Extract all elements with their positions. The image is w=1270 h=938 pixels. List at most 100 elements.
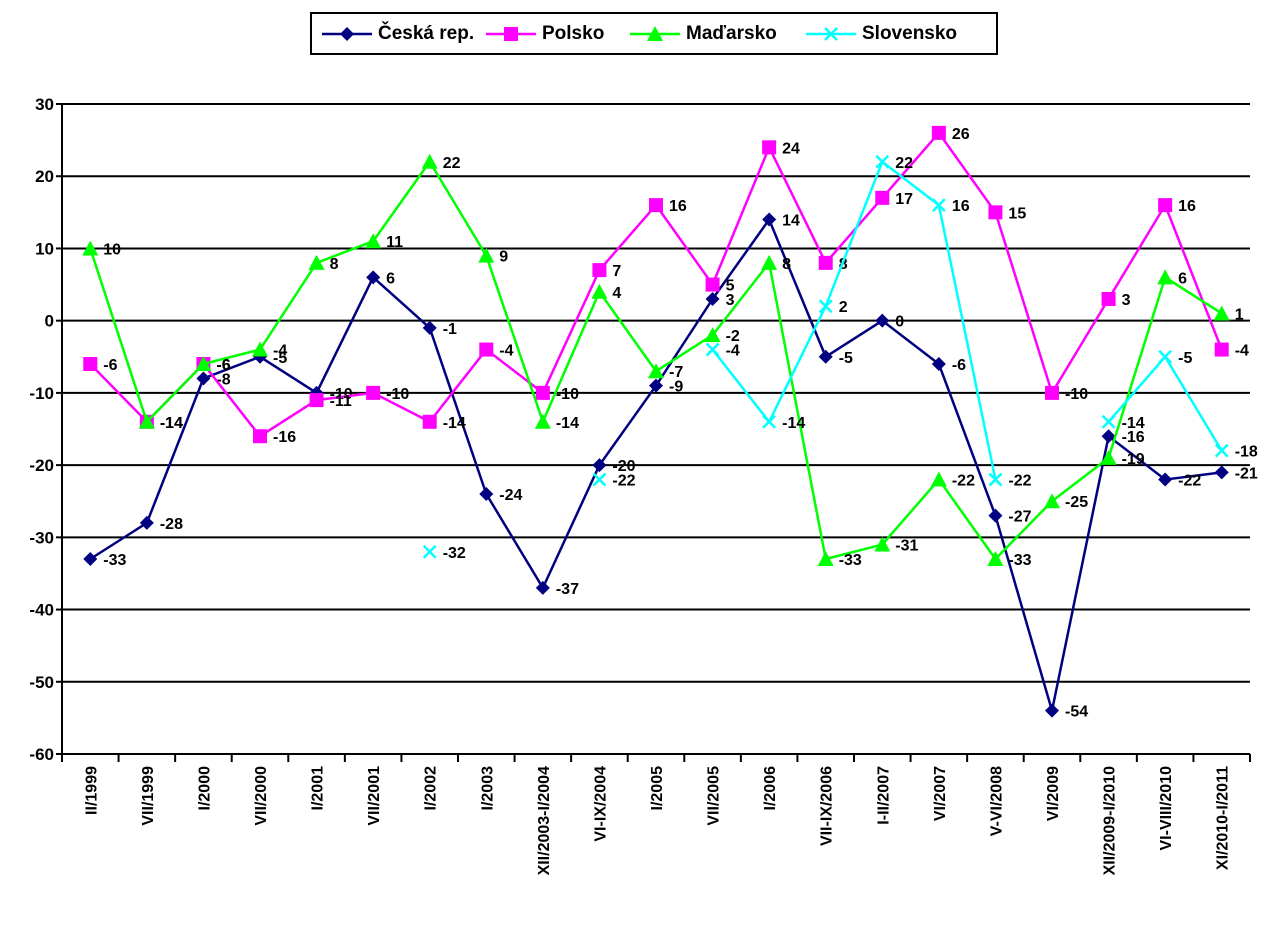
data-point-diamond — [875, 313, 890, 328]
data-label: -14 — [160, 415, 183, 432]
series-line-segment — [994, 500, 1053, 560]
series-line-segment — [768, 305, 827, 423]
data-label: -10 — [556, 386, 579, 403]
data-label: -10 — [1065, 386, 1088, 403]
data-point-square — [818, 255, 833, 270]
series-line-segment — [1163, 204, 1223, 351]
data-label: -20 — [612, 458, 635, 475]
data-point-triangle — [195, 356, 212, 371]
data-label: 11 — [386, 234, 403, 251]
series-line-segment — [1050, 435, 1110, 711]
x-tick-label: XII/2003-I/2004 — [536, 766, 553, 876]
data-point-x-stroke — [1101, 414, 1116, 429]
series-line-segment — [1107, 276, 1167, 459]
series-line-segment — [598, 291, 658, 372]
data-label: -4 — [726, 343, 740, 360]
series-line-segment — [1107, 435, 1166, 481]
legend-marker-x-icon — [806, 26, 856, 41]
data-point-x-stroke — [1158, 349, 1173, 364]
data-point-square — [535, 385, 550, 400]
legend-item-polsko: Polsko — [484, 14, 604, 53]
x-tick-label: I-II/2007 — [875, 766, 892, 825]
x-tick-label: XII/2009-I/2010 — [1102, 766, 1119, 876]
series-line-segment — [937, 132, 997, 214]
series-line-segment — [1050, 298, 1110, 394]
data-label: -32 — [443, 545, 466, 562]
x-tick-label: I/2000 — [196, 766, 213, 811]
series-line-segment — [541, 269, 601, 394]
data-point-diamond — [705, 292, 720, 306]
series-line-segment — [824, 161, 884, 307]
data-point-x-stroke — [592, 472, 607, 487]
data-label: -37 — [556, 581, 579, 598]
data-point-triangle — [534, 413, 551, 429]
data-label: -9 — [669, 379, 683, 396]
data-point-diamond — [479, 487, 494, 501]
data-label: 8 — [330, 256, 339, 273]
data-label: -5 — [1178, 350, 1192, 367]
series-line-segment — [994, 211, 1054, 394]
x-tick-label: VII/2005 — [706, 766, 723, 826]
series-line-segment — [259, 355, 318, 394]
series-line-segment — [937, 363, 997, 517]
series-line-segment — [1164, 471, 1222, 481]
series-line-segment — [89, 363, 148, 423]
data-point-square — [1101, 292, 1116, 306]
x-tick-label: I/2003 — [479, 766, 496, 811]
data-point-diamond — [762, 212, 777, 227]
data-point-triangle — [817, 551, 834, 566]
x-tick-label: VII/1999 — [140, 766, 157, 826]
x-tick-label: VII/2001 — [366, 766, 383, 826]
data-point-square — [875, 190, 890, 205]
series-line-segment — [145, 377, 205, 524]
data-label: 24 — [782, 140, 800, 157]
series-line-segment — [598, 384, 658, 466]
series-line-segment — [881, 478, 940, 546]
data-point-x-stroke — [931, 198, 946, 212]
x-tick-label: VI-IX/2004 — [592, 766, 609, 842]
data-label: -28 — [160, 516, 183, 533]
data-label: -31 — [895, 538, 918, 555]
data-point-triangle — [82, 240, 99, 256]
data-point-triangle — [365, 233, 382, 249]
series-line-segment — [258, 262, 318, 351]
series-line-segment — [937, 478, 997, 560]
data-label: -33 — [1008, 552, 1031, 569]
data-label: -22 — [1008, 473, 1031, 490]
data-point-triangle — [591, 283, 608, 299]
legend: Česká rep. Polsko Maďarsko Slovensko — [310, 12, 998, 55]
data-label: 5 — [726, 278, 735, 295]
data-point-square — [479, 342, 494, 357]
data-point-triangle — [421, 153, 438, 169]
data-label: 4 — [612, 285, 621, 302]
series-line-segment — [881, 160, 940, 207]
data-label: -33 — [839, 552, 862, 569]
data-point-x-stroke — [1214, 443, 1229, 458]
data-point-x-stroke — [988, 472, 1003, 487]
data-label: -6 — [216, 357, 230, 374]
series-line-segment — [541, 291, 601, 423]
data-label: -7 — [669, 364, 683, 381]
series-1: -6-14-6-16-11-10-14-4-107165248172615-10… — [83, 125, 1249, 446]
data-label: -16 — [1122, 429, 1145, 446]
data-point-triangle — [761, 254, 778, 270]
series-line-segment — [711, 218, 771, 300]
data-label: -19 — [1122, 451, 1145, 468]
series-line-segment — [485, 348, 544, 394]
series-line-segment — [315, 276, 375, 394]
data-label: -6 — [103, 357, 117, 374]
legend-marker-square-icon — [486, 26, 536, 41]
data-point-diamond — [592, 458, 607, 473]
x-tick-label: VI/2007 — [932, 766, 949, 821]
data-point-diamond — [649, 378, 663, 393]
series-line-segment — [937, 204, 997, 480]
data-label: -33 — [103, 552, 126, 569]
data-point-square — [83, 357, 98, 371]
legend-label: Maďarsko — [686, 22, 777, 44]
data-label: -4 — [499, 343, 513, 360]
data-point-x-stroke — [422, 544, 437, 559]
data-point-x-stroke — [762, 414, 777, 429]
data-point-triangle — [704, 327, 721, 343]
x-tick-label: I/2005 — [649, 766, 666, 811]
